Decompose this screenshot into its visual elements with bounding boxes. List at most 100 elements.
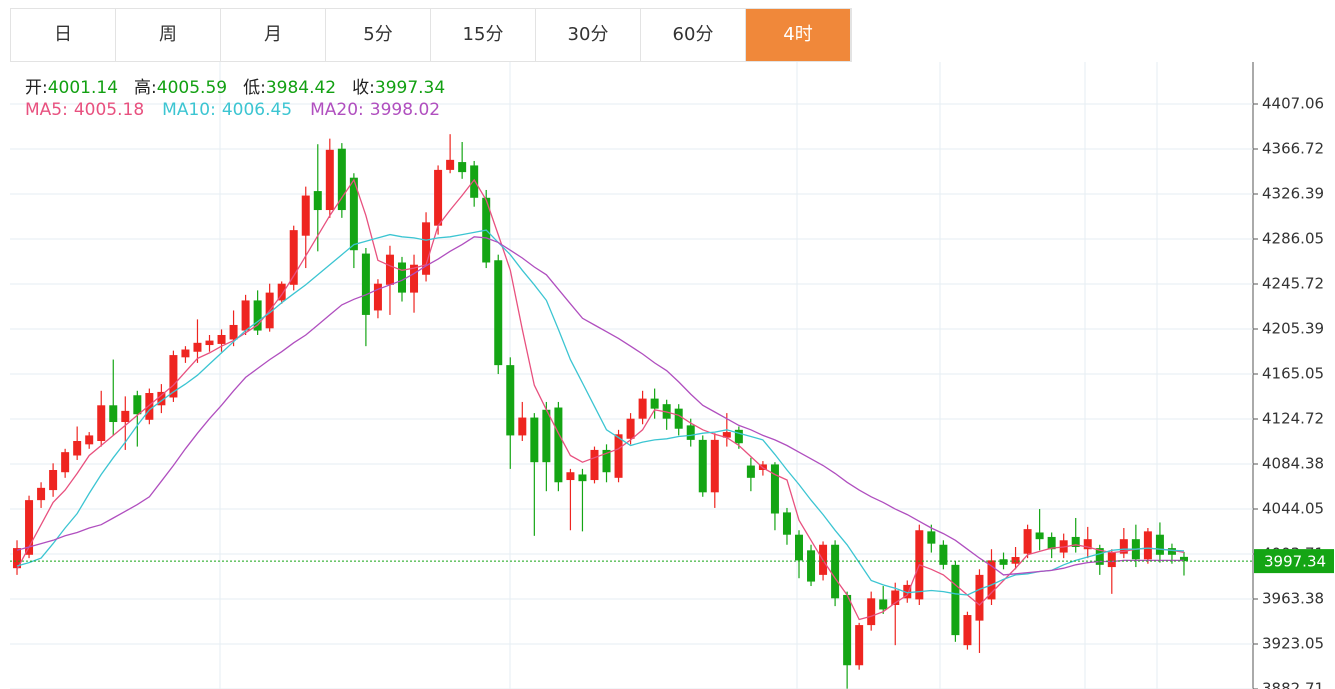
- candle-body: [831, 544, 840, 599]
- candle-body: [903, 584, 912, 599]
- candle-body: [37, 487, 46, 501]
- candle-body: [650, 398, 659, 409]
- ma-legend: MA5: 4005.18 MA10: 4006.45 MA20: 3998.02: [25, 100, 458, 120]
- candle-body: [313, 191, 322, 211]
- candle-body: [145, 393, 154, 420]
- candle-body: [325, 149, 334, 211]
- candle-body: [337, 148, 346, 211]
- candle-body: [927, 531, 936, 544]
- candle-body: [506, 365, 515, 436]
- period-tab[interactable]: 月: [221, 9, 326, 61]
- candle-body: [951, 564, 960, 636]
- candle-body: [795, 534, 804, 561]
- ohlc-info: 开:4001.14 高:4005.59 低:3984.42 收:3997.34: [25, 73, 461, 98]
- candle-body: [987, 560, 996, 600]
- candle-body: [746, 465, 755, 478]
- candle-body: [446, 159, 455, 170]
- candle-body: [397, 262, 406, 293]
- period-tab[interactable]: 周: [116, 9, 221, 61]
- y-tick-label: 4084.38: [1262, 455, 1324, 473]
- candle-body: [698, 439, 707, 493]
- candle-body: [229, 324, 238, 340]
- period-tab[interactable]: 60分: [641, 9, 746, 61]
- date-grid: [219, 62, 1158, 689]
- period-tab[interactable]: 5分: [326, 9, 431, 61]
- candle-body: [133, 395, 142, 415]
- ohlc-label: 开:: [25, 78, 48, 98]
- y-tick-label: 4286.05: [1262, 230, 1324, 248]
- candle-body: [97, 405, 106, 441]
- candle-body: [1167, 548, 1176, 555]
- ohlc-value: 3997.34: [374, 78, 446, 98]
- candle-body: [1047, 536, 1056, 550]
- candle-body: [373, 283, 382, 311]
- legend-value: 3998.02: [369, 100, 441, 120]
- candle-body: [13, 548, 22, 569]
- candle-body: [554, 407, 563, 483]
- candle-body: [734, 429, 743, 444]
- candle-body: [1155, 534, 1164, 555]
- candle-body: [891, 590, 900, 606]
- candle-body: [939, 544, 948, 565]
- candle-body: [277, 283, 286, 301]
- candle-body: [301, 195, 310, 236]
- candle-body: [674, 408, 683, 429]
- candle-body: [1119, 539, 1128, 554]
- candle-body: [614, 434, 623, 478]
- period-tab[interactable]: 15分: [431, 9, 536, 61]
- candle-body: [530, 417, 539, 463]
- candle-body: [602, 449, 611, 473]
- candle-body: [867, 598, 876, 626]
- candle-body: [855, 625, 864, 666]
- ma-line: [16, 178, 1185, 621]
- y-tick-label: 4245.72: [1262, 274, 1324, 292]
- ma-line: [16, 229, 1185, 596]
- candle-body: [434, 169, 443, 226]
- candle-body: [1179, 556, 1188, 562]
- candle-body: [1095, 548, 1104, 565]
- candle-body: [61, 452, 70, 473]
- candle-body: [253, 300, 262, 331]
- candle-body: [410, 264, 419, 293]
- candle-body: [963, 615, 972, 646]
- y-tick-label: 3923.05: [1262, 634, 1324, 652]
- candle-body: [1011, 557, 1020, 564]
- period-tab[interactable]: 30分: [536, 9, 641, 61]
- candle-body: [349, 177, 358, 251]
- candle-body: [361, 253, 370, 315]
- y-tick-label: 4205.39: [1262, 319, 1324, 337]
- y-tick-label: 4124.72: [1262, 409, 1324, 427]
- candle-body: [193, 342, 202, 352]
- period-tab[interactable]: 日: [11, 9, 116, 61]
- legend-value: 4005.18: [73, 100, 145, 120]
- y-tick-label: 3882.71: [1262, 680, 1324, 689]
- candle-body: [205, 340, 214, 346]
- candle-body: [879, 599, 888, 610]
- candle-body: [494, 260, 503, 366]
- candle-body: [1107, 552, 1116, 568]
- candle-body: [241, 300, 250, 331]
- candle-body: [85, 435, 94, 445]
- last-price-label: 3997.34: [1264, 553, 1326, 571]
- candle-body: [710, 439, 719, 493]
- candle-body: [157, 391, 166, 406]
- candle-body: [422, 222, 431, 275]
- candle-body: [566, 472, 575, 481]
- candle-body: [782, 512, 791, 535]
- ohlc-value: 4001.14: [47, 78, 119, 98]
- period-tab[interactable]: 4时: [746, 9, 851, 61]
- candle-body: [626, 418, 635, 439]
- last-price-box: [1254, 549, 1334, 574]
- y-tick-label: 4407.06: [1262, 94, 1324, 112]
- ma-line: [16, 236, 1184, 576]
- legend-name: MA5:: [25, 100, 68, 120]
- candle-body: [722, 432, 731, 438]
- candle-body: [975, 574, 984, 621]
- candle-body: [807, 550, 816, 582]
- candle-body: [181, 349, 190, 358]
- candle-body: [770, 464, 779, 514]
- candle-body: [217, 335, 226, 344]
- candle-body: [590, 449, 599, 481]
